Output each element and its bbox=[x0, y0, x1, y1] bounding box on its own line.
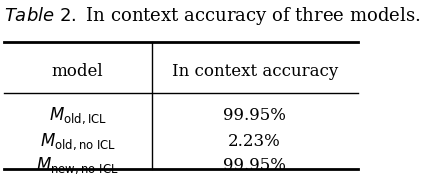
Text: 99.95%: 99.95% bbox=[223, 157, 286, 174]
Text: $\it{Table\ 2.}$ In context accuracy of three models.: $\it{Table\ 2.}$ In context accuracy of … bbox=[4, 5, 420, 27]
Text: 99.95%: 99.95% bbox=[223, 107, 286, 124]
Text: $M_{\mathrm{new,no\ ICL}}$: $M_{\mathrm{new,no\ ICL}}$ bbox=[37, 156, 119, 176]
Text: In context accuracy: In context accuracy bbox=[172, 63, 338, 80]
Text: $M_{\mathrm{old,no\ ICL}}$: $M_{\mathrm{old,no\ ICL}}$ bbox=[40, 131, 116, 152]
Text: 2.23%: 2.23% bbox=[228, 133, 281, 150]
Text: $M_{\mathrm{old,ICL}}$: $M_{\mathrm{old,ICL}}$ bbox=[49, 105, 106, 125]
Text: model: model bbox=[52, 63, 103, 80]
